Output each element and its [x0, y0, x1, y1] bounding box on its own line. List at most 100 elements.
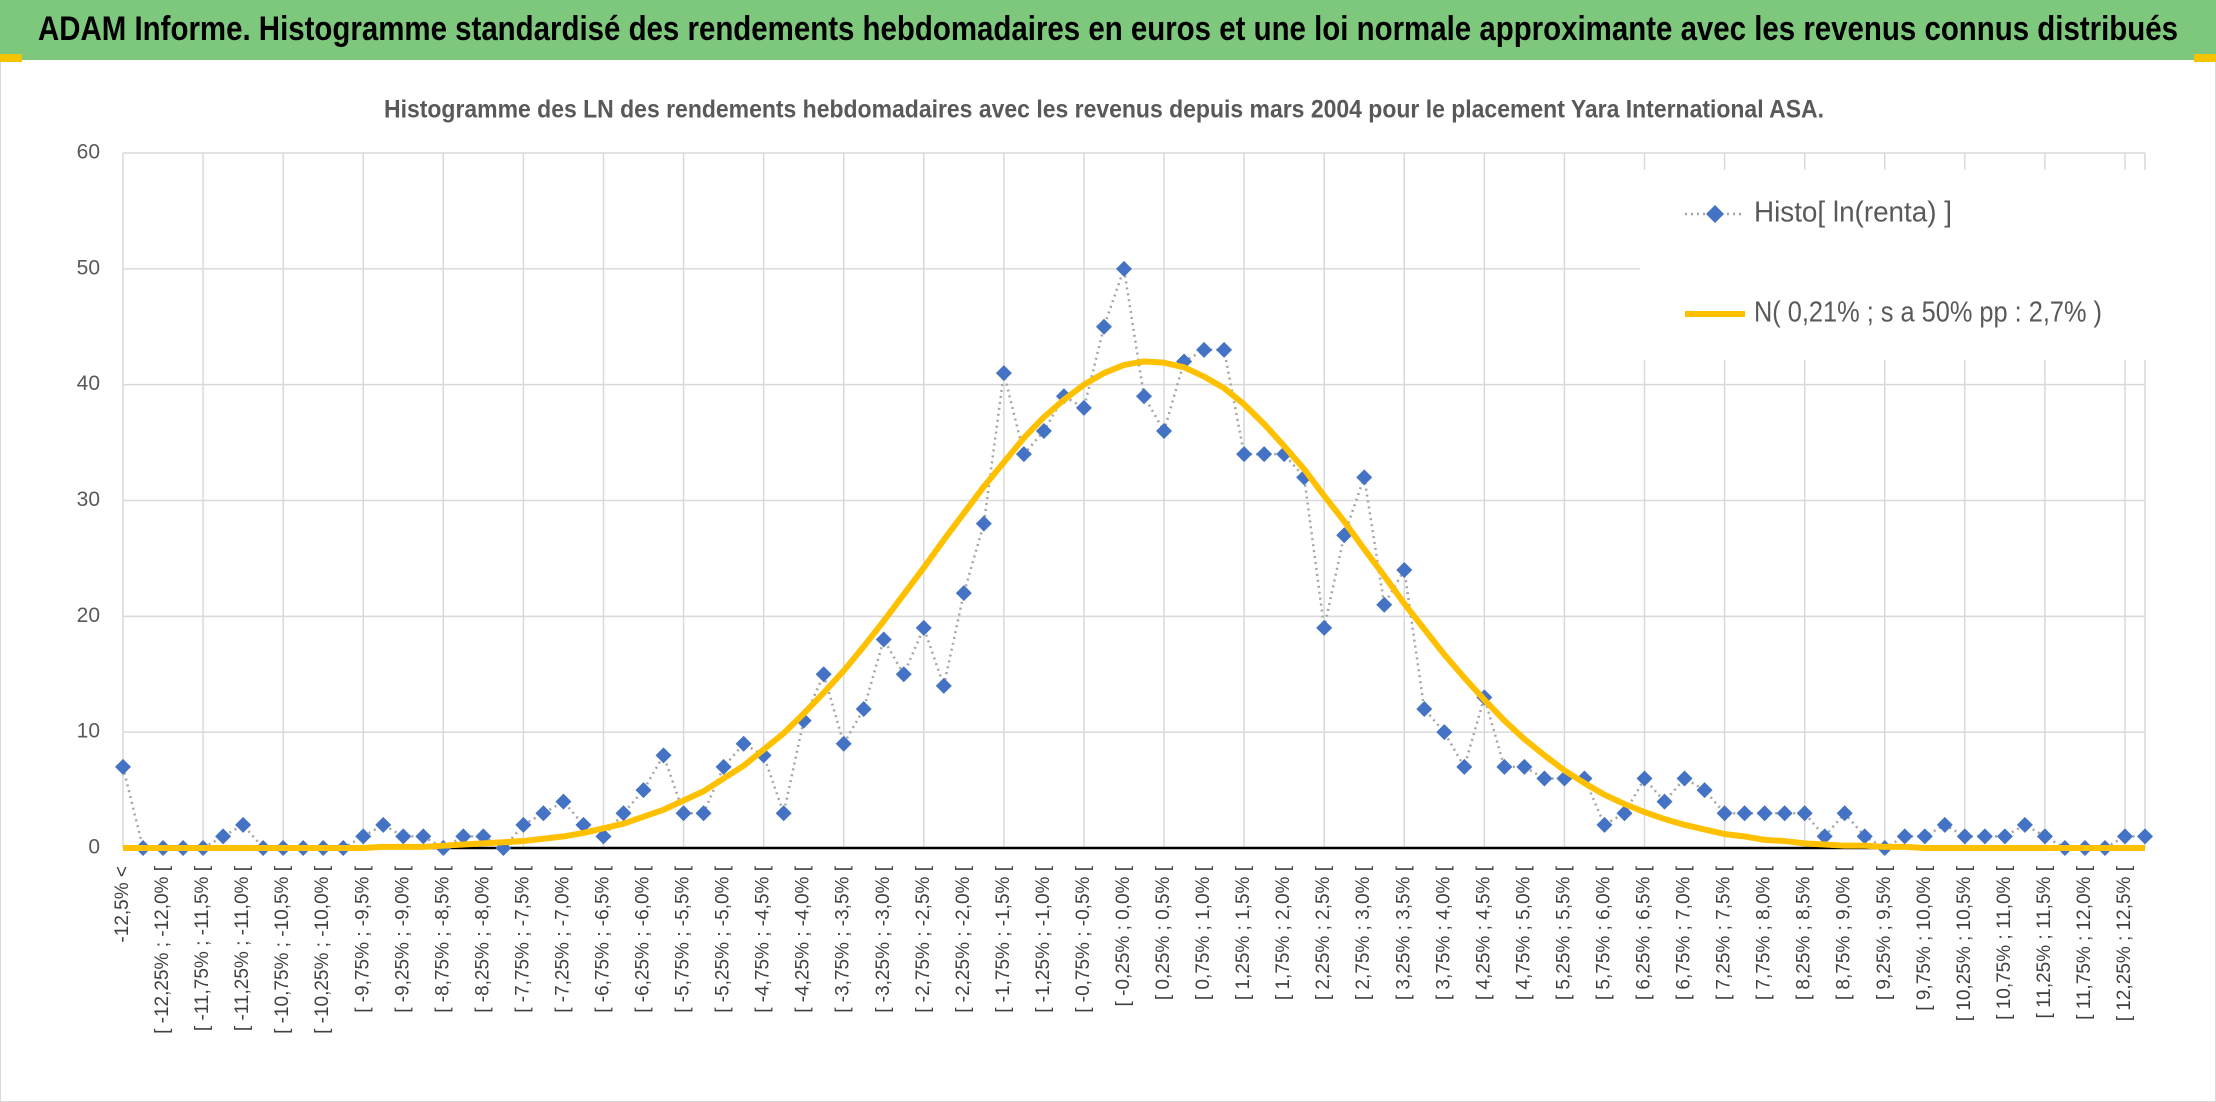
y-tick-label: 30: [77, 488, 100, 511]
data-point: [675, 805, 692, 822]
x-tick-label: [ -8,75% ; -8,5% [: [432, 865, 453, 1013]
data-point: [1396, 562, 1413, 578]
x-tick-label: -12,5% <: [112, 866, 133, 943]
x-tick-label: [ -4,75% ; -4,5% [: [753, 865, 774, 1013]
data-point: [1776, 805, 1793, 822]
x-tick-label: [ 2,75% ; 3,0% [: [1353, 865, 1374, 1000]
x-tick-label: [ -3,25% ; -3,0% [: [873, 865, 894, 1013]
x-tick-label: [ -7,75% ; -7,5% [: [512, 865, 533, 1013]
data-point: [415, 828, 432, 845]
x-tick-label: [ -5,25% ; -5,0% [: [713, 865, 734, 1013]
data-point: [375, 816, 392, 833]
x-tick-label: [ 4,25% ; 4,5% [: [1473, 865, 1494, 1000]
data-point: [2116, 828, 2133, 845]
x-tick-label: [ -0,25% ; 0,0% [: [1113, 865, 1134, 1006]
x-tick-label: [ 5,25% ; 5,5% [: [1553, 865, 1574, 1000]
corner: [0, 54, 22, 62]
data-point: [1075, 399, 1092, 416]
data-point: [1376, 596, 1393, 613]
data-point: [1216, 341, 1233, 358]
x-tick-label: [ 1,25% ; 1,5% [: [1233, 865, 1254, 1000]
legend-label: Histo[ ln(renta) ]: [1754, 197, 1952, 229]
x-tick-label: [ 6,25% ; 6,5% [: [1634, 865, 1655, 1000]
x-tick-label: [ -9,25% ; -9,0% [: [392, 865, 413, 1013]
x-tick-label: [ -9,75% ; -9,5% [: [352, 865, 373, 1013]
data-point: [1596, 816, 1613, 833]
x-tick-label: [ -3,75% ; -3,5% [: [833, 865, 854, 1013]
x-tick-label: [ -10,75% ; -10,5% [: [272, 865, 293, 1034]
data-point: [1356, 469, 1373, 486]
legend-marker: [1706, 205, 1724, 223]
x-tick-label: [ -10,25% ; -10,0% [: [312, 865, 333, 1034]
x-tick-label: [ 10,25% ; 10,5% [: [1954, 865, 1975, 1021]
data-point: [775, 805, 792, 822]
data-point: [395, 828, 412, 845]
data-point: [1196, 341, 1213, 358]
legend-label: N( 0,21% ; s a 50% pp : 2,7% ): [1754, 297, 2102, 329]
x-tick-label: [ 8,25% ; 8,5% [: [1794, 865, 1815, 1000]
data-point: [1316, 619, 1333, 636]
data-point: [2036, 828, 2053, 845]
data-point: [995, 365, 1012, 382]
x-tick-label: [ 11,75% ; 12,0% [: [2074, 865, 2095, 1020]
x-tick-label: [ 12,25% ; 12,5% [: [2114, 865, 2135, 1021]
y-tick-label: 40: [77, 372, 100, 395]
data-point: [1856, 828, 1873, 845]
y-tick-label: 0: [88, 836, 100, 859]
data-point: [1816, 828, 1833, 845]
data-point: [935, 677, 952, 694]
data-point: [1436, 724, 1453, 741]
data-point: [735, 735, 752, 752]
y-tick-label: 20: [77, 604, 100, 627]
data-point: [1656, 793, 1673, 810]
data-point: [1015, 446, 1032, 463]
x-tick-label: [ -7,25% ; -7,0% [: [552, 865, 573, 1013]
x-tick-label: [ -2,25% ; -2,0% [: [953, 865, 974, 1013]
x-tick-label: [ 1,75% ; 2,0% [: [1273, 865, 1294, 1000]
data-point: [955, 585, 972, 602]
data-point: [1136, 388, 1153, 405]
data-point: [1236, 446, 1253, 463]
data-point: [895, 666, 912, 683]
data-point: [715, 758, 732, 775]
data-point: [1716, 805, 1733, 822]
data-point: [595, 828, 612, 845]
x-tick-label: [ 11,25% ; 11,5% [: [2034, 865, 2055, 1018]
data-point: [555, 793, 572, 810]
header-bar: [0, 0, 2216, 60]
data-point: [635, 782, 652, 799]
x-tick-label: [ -1,75% ; -1,5% [: [993, 865, 1014, 1013]
data-point: [695, 805, 712, 822]
data-point: [1035, 423, 1052, 439]
data-point: [875, 631, 892, 648]
data-point: [355, 828, 372, 845]
data-point: [655, 747, 672, 764]
data-point: [1616, 805, 1633, 822]
x-tick-label: [ 0,75% ; 1,0% [: [1193, 865, 1214, 1000]
data-point: [915, 619, 932, 636]
series-line: [123, 358, 2145, 851]
data-point: [1736, 805, 1753, 822]
data-point: [2016, 816, 2033, 833]
x-tick-label: [ 4,75% ; 5,0% [: [1513, 865, 1534, 1000]
header-title: ADAM Informe. Histogramme standardisé de…: [38, 10, 2178, 48]
data-point: [1696, 782, 1713, 799]
data-point: [1996, 828, 2013, 845]
x-tick-label: [ 9,25% ; 9,5% [: [1874, 865, 1895, 1000]
x-tick-label: [ 7,75% ; 8,0% [: [1754, 865, 1775, 1000]
data-point: [235, 816, 252, 833]
x-tick-label: [ -5,75% ; -5,5% [: [673, 865, 694, 1013]
x-tick-label: [ -8,25% ; -8,0% [: [472, 865, 493, 1013]
data-point: [1756, 805, 1773, 822]
data-point: [1936, 816, 1953, 833]
data-point: [835, 735, 852, 752]
x-tick-label: [ 3,25% ; 3,5% [: [1393, 865, 1414, 1000]
x-tick-label: [ -6,75% ; -6,5% [: [592, 865, 613, 1013]
x-tick-label: [ 3,75% ; 4,0% [: [1433, 865, 1454, 1000]
data-point: [575, 816, 592, 833]
y-tick-label: 10: [77, 720, 100, 743]
data-point: [1956, 828, 1973, 845]
data-point: [1156, 423, 1173, 439]
data-point: [1456, 758, 1473, 775]
